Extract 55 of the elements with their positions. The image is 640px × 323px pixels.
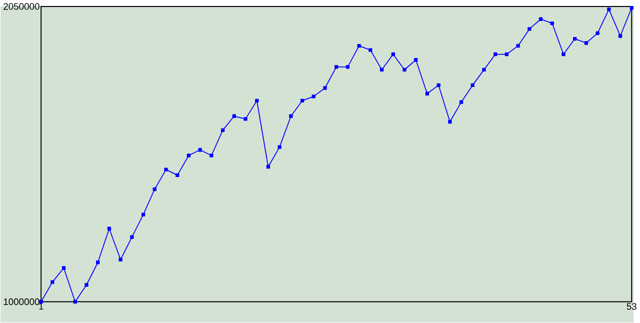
point [278, 145, 282, 150]
point [618, 34, 622, 38]
point [573, 37, 577, 41]
point [584, 41, 588, 46]
point [346, 65, 350, 69]
point [402, 68, 406, 72]
point [482, 68, 486, 72]
point [425, 92, 430, 96]
point [107, 227, 112, 231]
point [118, 258, 122, 262]
point [164, 168, 168, 172]
point [334, 65, 338, 69]
point [323, 86, 327, 90]
point [210, 154, 214, 158]
point [312, 94, 316, 99]
point [596, 32, 600, 36]
x-tick-label: 53 [626, 303, 636, 310]
point [152, 188, 156, 192]
point [516, 44, 520, 48]
point [607, 8, 611, 12]
point [538, 18, 543, 22]
point [62, 266, 66, 270]
point [448, 120, 452, 124]
point [289, 114, 293, 118]
point [300, 99, 304, 103]
point [244, 117, 248, 122]
y-tick-label: 1000000 [4, 298, 40, 306]
point [357, 44, 361, 48]
point [459, 100, 464, 104]
point [414, 58, 418, 62]
point [550, 22, 554, 26]
point [198, 148, 202, 152]
point [84, 283, 88, 287]
point [436, 84, 440, 88]
point [504, 52, 509, 56]
point [220, 128, 225, 132]
point [368, 48, 372, 52]
point [470, 84, 474, 88]
point [528, 27, 532, 32]
point [391, 52, 395, 56]
point [73, 300, 77, 304]
point [176, 174, 180, 178]
point [50, 280, 54, 284]
point [266, 165, 270, 169]
point [130, 235, 134, 240]
point [562, 52, 566, 56]
point [630, 6, 634, 10]
point [96, 260, 100, 264]
point [232, 114, 236, 118]
y-tick-label: 2050000 [4, 3, 40, 10]
point [380, 68, 384, 72]
point [141, 212, 146, 217]
point [255, 99, 259, 103]
point [494, 52, 498, 56]
point [186, 154, 191, 158]
